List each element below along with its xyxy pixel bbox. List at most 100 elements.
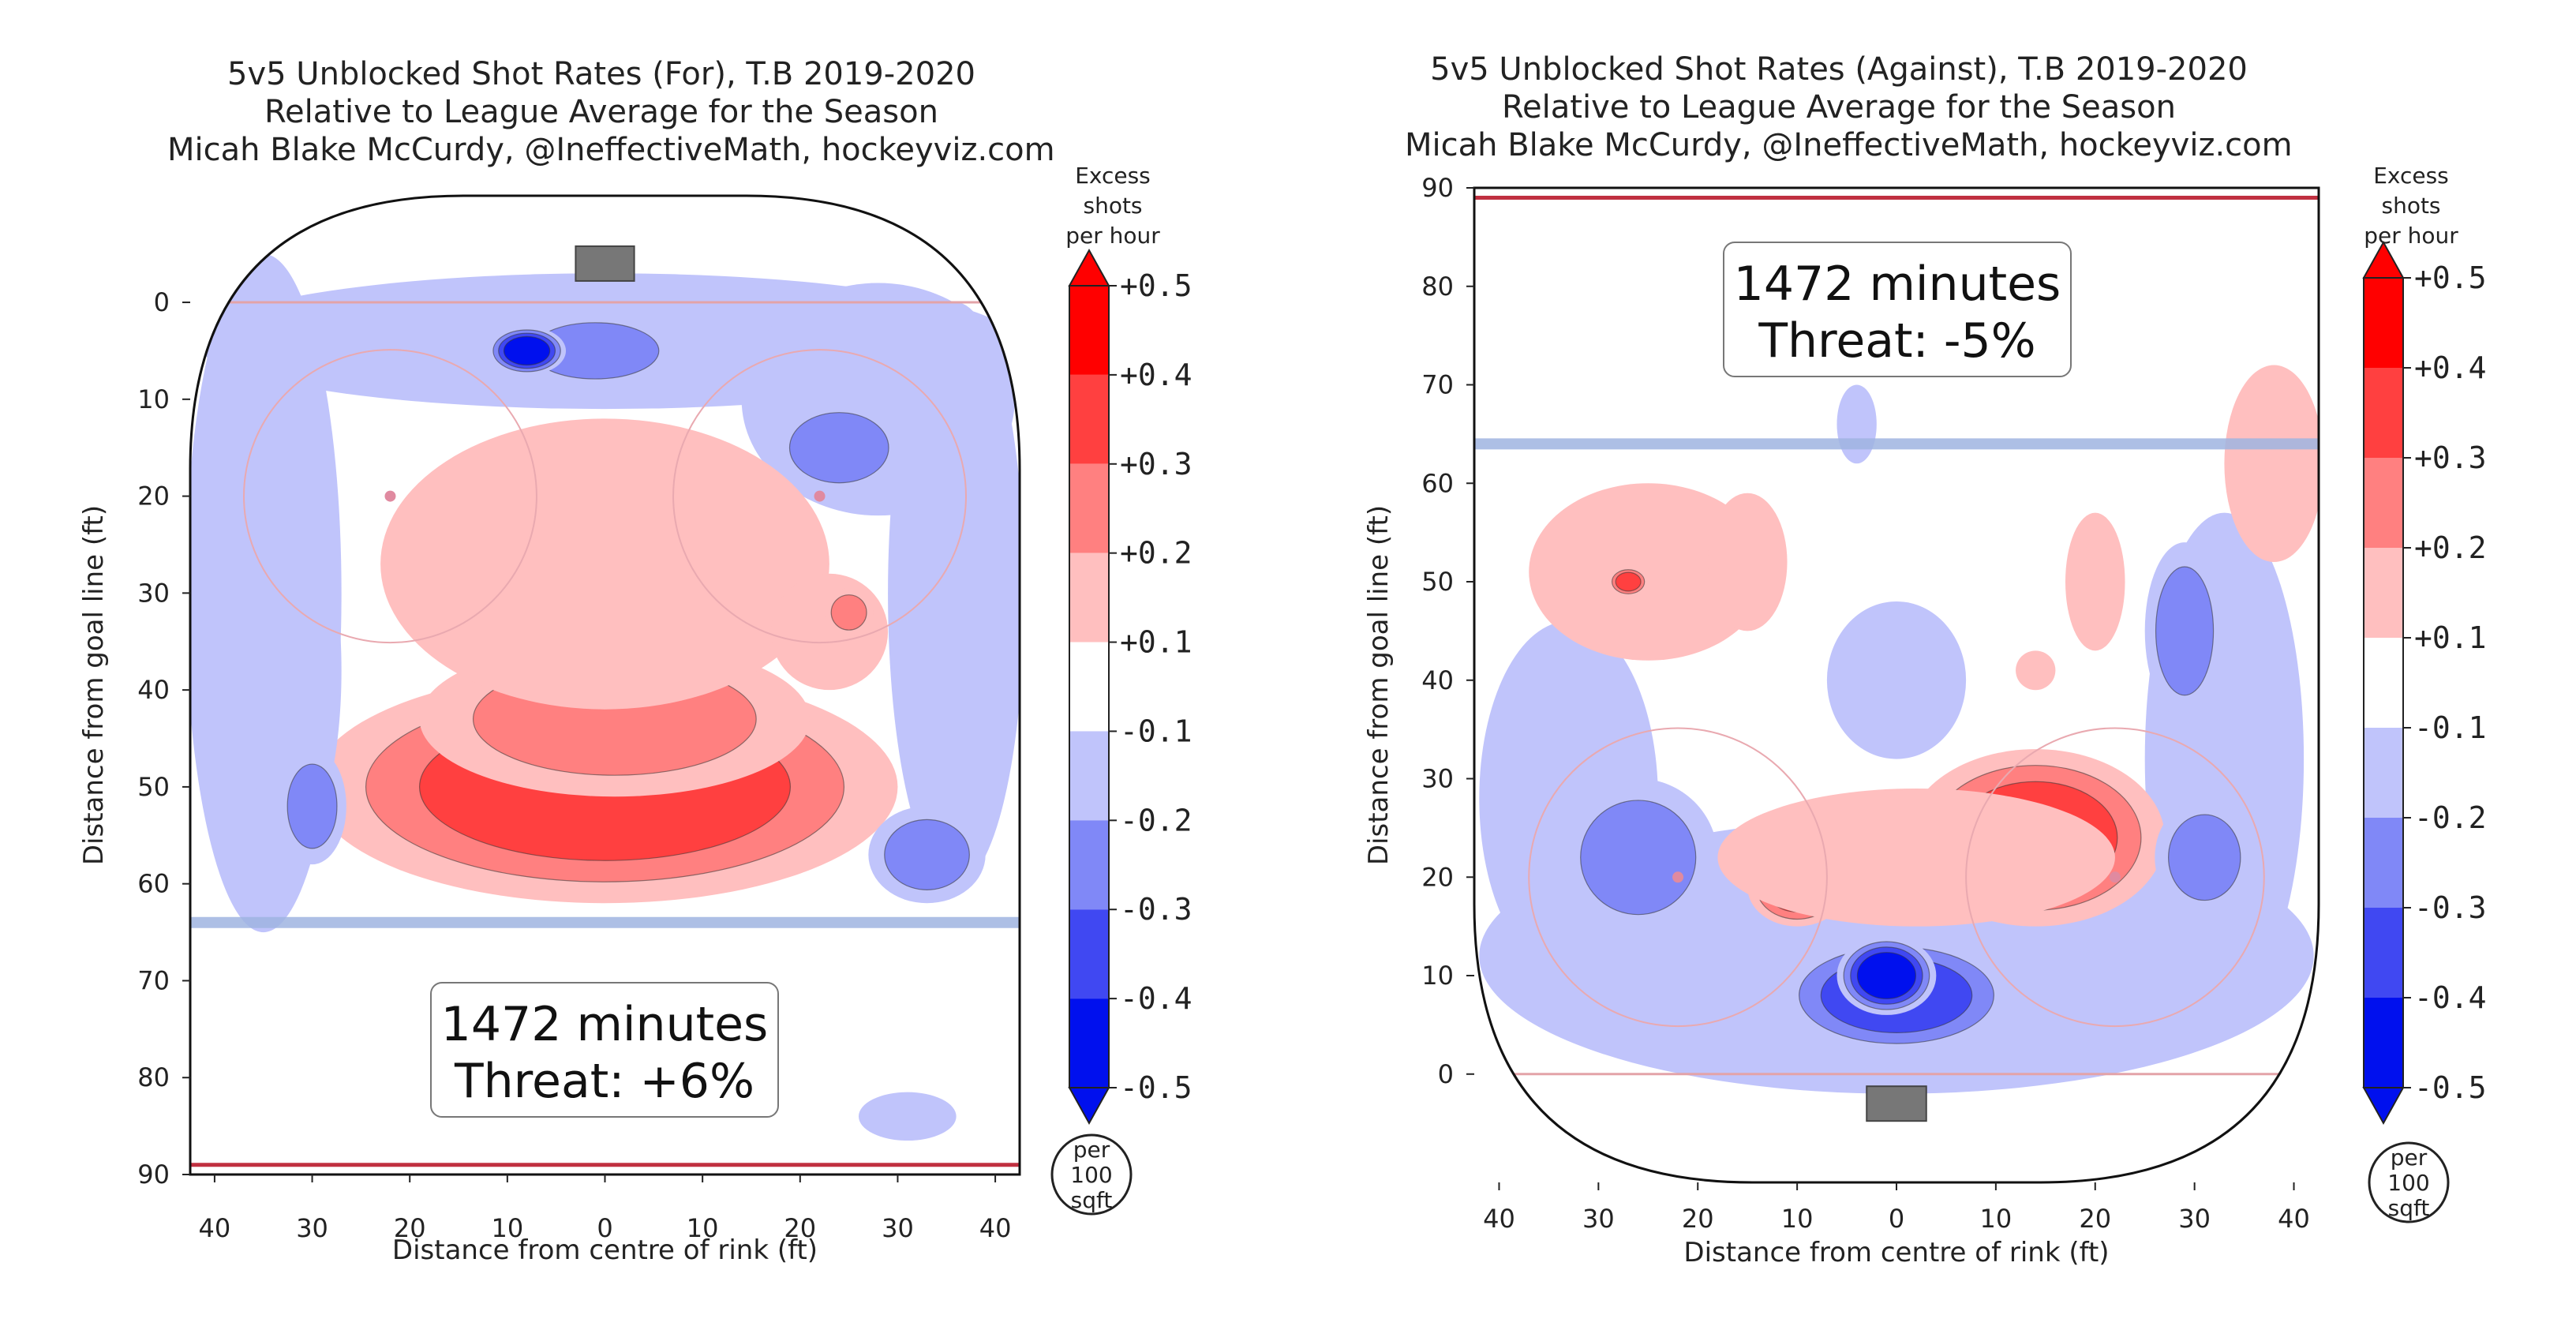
faceoff-circle	[1528, 727, 1828, 1028]
x-tick-label: 30	[296, 1213, 328, 1243]
minutes-text: 1472 minutes	[1734, 257, 2061, 312]
y-tick-label: 20	[137, 481, 170, 511]
faceoff-dot	[2109, 871, 2121, 883]
right-chart-panel: 5v5 Unblocked Shot Rates (Against), T.B …	[1288, 0, 2576, 1330]
faceoff-dot	[1672, 871, 1684, 883]
contour-blob	[2155, 566, 2215, 696]
chart-title: 5v5 Unblocked Shot Rates (For), T.B 2019…	[167, 55, 1055, 169]
colorbar-label: +0.4	[1120, 358, 1193, 392]
faceoff-circle	[1965, 727, 2265, 1028]
y-tick-label: 80	[137, 1062, 170, 1092]
colorbar-band	[2364, 638, 2403, 728]
x-tick-label: 40	[199, 1213, 231, 1243]
colorbar-band	[2364, 908, 2403, 998]
x-tick-label: 20	[394, 1213, 426, 1243]
x-tick-label: 40	[2278, 1204, 2310, 1234]
contour-blob	[1529, 483, 1768, 661]
x-axis-label: Distance from centre of rink (ft)	[392, 1234, 818, 1266]
colorbar-label: -0.2	[1120, 803, 1193, 837]
y-tick-label: 90	[1421, 173, 1454, 203]
title-line-2: Relative to League Average for the Seaso…	[264, 94, 938, 130]
y-tick-label: 60	[1421, 468, 1454, 498]
x-tick-label: 30	[882, 1213, 914, 1243]
colorbar-band	[2364, 278, 2403, 368]
colorbar-band	[2364, 728, 2403, 818]
x-tick-label: 10	[1781, 1204, 1814, 1234]
unit-label: per	[1073, 1137, 1110, 1163]
y-tick-label: 70	[137, 965, 170, 995]
contour-blob	[2016, 650, 2056, 691]
title-line-2: Relative to League Average for the Seaso…	[1502, 89, 2176, 126]
x-tick-label: 30	[2178, 1204, 2211, 1234]
y-tick-label: 50	[137, 772, 170, 802]
left-chart-panel: 5v5 Unblocked Shot Rates (For), T.B 2019…	[78, 55, 1193, 1266]
contour-blob	[884, 819, 970, 890]
contour-blob	[1580, 800, 1697, 916]
threat-text: Threat: +6%	[454, 1054, 754, 1109]
colorbar-label: +0.2	[2414, 530, 2487, 565]
colorbar-band	[2364, 998, 2403, 1088]
goal-net	[575, 245, 635, 282]
contour-blob	[1856, 952, 1916, 999]
colorbar-band	[2364, 458, 2403, 548]
colorbar-label: -0.3	[1120, 892, 1193, 927]
x-tick-label: 10	[687, 1213, 719, 1243]
x-tick-label: 40	[979, 1213, 1012, 1243]
colorbar-title: per hour	[2364, 223, 2458, 249]
colorbar-label: -0.1	[1120, 714, 1193, 748]
x-axis-label: Distance from centre of rink (ft)	[1683, 1237, 2109, 1268]
contour-blob	[1707, 493, 1788, 631]
y-tick-label: 60	[137, 869, 170, 899]
title-line-1: 5v5 Unblocked Shot Rates (For), T.B 2019…	[227, 56, 975, 92]
colorbar-label: +0.5	[1120, 268, 1193, 303]
contour-blob	[2065, 512, 2125, 651]
contour-blob	[788, 412, 889, 484]
unit-label: 100	[2387, 1170, 2429, 1196]
y-tick-label: 10	[137, 384, 170, 414]
unit-label: per	[2391, 1145, 2428, 1171]
x-tick-label: 30	[1582, 1204, 1615, 1234]
colorbar-label: +0.4	[2414, 350, 2487, 385]
colorbar-band	[1069, 820, 1109, 910]
unit-label: sqft	[2388, 1195, 2430, 1221]
contour-blob	[1826, 601, 1967, 759]
colorbar-band	[1069, 909, 1109, 999]
colorbar-band	[1069, 463, 1109, 553]
unit-label: sqft	[1071, 1187, 1113, 1213]
colorbar-title: Excess	[2373, 163, 2449, 189]
y-tick-label: 40	[137, 675, 170, 705]
contour-blob	[770, 573, 889, 691]
colorbar-label: -0.1	[2414, 710, 2487, 745]
colorbar-arrow-bottom	[2362, 1087, 2405, 1126]
y-tick-label: 90	[137, 1160, 170, 1190]
colorbar-band	[1069, 286, 1109, 375]
colorbar-title: shots	[2381, 193, 2440, 219]
y-tick-label: 30	[137, 578, 170, 608]
y-tick-label: 80	[1421, 272, 1454, 302]
x-tick-label: 20	[1682, 1204, 1714, 1234]
colorbar-band	[1069, 374, 1109, 464]
summary-box	[1723, 242, 2072, 377]
title-line-3: Micah Blake McCurdy, @IneffectiveMath, h…	[167, 132, 1055, 168]
contour-blob	[2168, 814, 2241, 901]
faceoff-circle	[243, 349, 537, 644]
colorbar-label: -0.3	[2414, 890, 2487, 925]
x-tick-label: 10	[491, 1213, 523, 1243]
x-tick-label: 40	[1483, 1204, 1515, 1234]
contour-blob	[503, 335, 551, 366]
y-axis-label: Distance from goal line (ft)	[78, 505, 110, 865]
colorbar-title: Excess	[1075, 163, 1151, 189]
y-tick-label: 40	[1421, 665, 1454, 695]
contour-blob	[830, 594, 867, 631]
rink-outline	[189, 194, 1021, 1176]
colorbar-band	[1069, 731, 1109, 821]
colorbar-title: shots	[1083, 193, 1142, 219]
summary-box	[430, 982, 779, 1118]
unit-circle	[1050, 1133, 1133, 1216]
colorbar-label: +0.1	[1120, 625, 1193, 660]
colorbar-label: +0.5	[2414, 260, 2487, 295]
colorbar-band	[1069, 642, 1109, 732]
